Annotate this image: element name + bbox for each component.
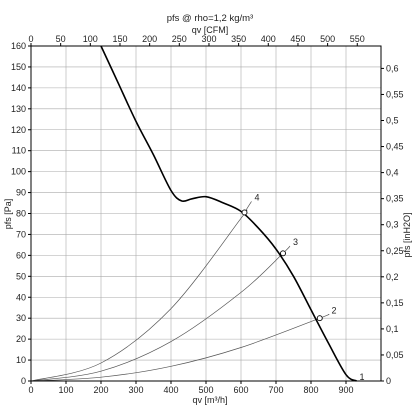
tick-label-top: 250 [172, 34, 187, 44]
tick-label-left: 0 [21, 376, 26, 386]
curve-label-4: 4 [255, 192, 260, 202]
left-axis-label: pfs [Pa] [3, 199, 13, 230]
tick-label-right: 0,35 [386, 194, 404, 204]
curve-label-1: 1 [360, 372, 365, 382]
tick-label-left: 70 [16, 229, 26, 239]
tick-label-right: 0,05 [386, 350, 404, 360]
tick-label-left: 140 [11, 83, 26, 93]
tick-label-right: 0,5 [386, 116, 399, 126]
tick-label-top: 200 [142, 34, 157, 44]
operating-points: 1 2 3 4 [241, 192, 365, 382]
tick-label-left: 60 [16, 250, 26, 260]
tick-label-right: 0,15 [386, 298, 404, 308]
tick-label-right: 0,3 [386, 220, 399, 230]
tick-label-bottom: 0 [28, 385, 33, 395]
tick-label-top: 150 [112, 34, 127, 44]
tick-label-right: 0 [386, 376, 391, 386]
operating-point-4 [241, 209, 248, 216]
tick-label-bottom: 300 [128, 385, 143, 395]
tick-label-top: 550 [350, 34, 365, 44]
tick-label-bottom: 900 [338, 385, 353, 395]
tick-label-right: 0,25 [386, 246, 404, 256]
tick-label-right: 0,55 [386, 89, 404, 99]
tick-label-top: 400 [261, 34, 276, 44]
tick-label-left: 10 [16, 355, 26, 365]
tick-label-top: 500 [320, 34, 335, 44]
tick-label-left: 110 [12, 146, 26, 156]
tick-label-top: 350 [231, 34, 246, 44]
grid-lines [31, 46, 381, 381]
tick-label-left: 100 [11, 167, 26, 177]
tick-label-left: 150 [11, 62, 26, 72]
tick-label-bottom: 400 [163, 385, 178, 395]
tick-label-left: 30 [16, 313, 26, 323]
tick-label-bottom: 700 [268, 385, 283, 395]
system-curves [30, 201, 330, 382]
tick-label-bottom: 800 [303, 385, 318, 395]
fan-curve [100, 45, 357, 382]
tick-label-left: 20 [16, 334, 26, 344]
axis-ticks: 0102030405060708090100110120130140150160… [11, 34, 404, 395]
tick-label-bottom: 100 [58, 385, 73, 395]
tick-label-right: 0,6 [386, 63, 399, 73]
right-axis-label: pfs [inH2O] [402, 212, 412, 257]
tick-label-top: 450 [290, 34, 305, 44]
operating-point-2 [316, 315, 323, 322]
tick-label-left: 90 [16, 188, 26, 198]
system-curve-3 [30, 245, 291, 382]
tick-label-bottom: 600 [233, 385, 248, 395]
tick-label-top: 300 [201, 34, 216, 44]
tick-label-left: 80 [16, 209, 26, 219]
tick-label-top: 100 [83, 34, 98, 44]
tick-label-bottom: 200 [93, 385, 108, 395]
tick-label-right: 0,4 [386, 168, 399, 178]
tick-label-top: 0 [28, 34, 33, 44]
tick-label-left: 50 [16, 271, 26, 281]
tick-label-right: 0,2 [386, 272, 399, 282]
tick-label-bottom: 500 [198, 385, 213, 395]
curve-label-2: 2 [332, 305, 337, 315]
system-curve-2 [30, 314, 330, 382]
bottom-axis-label: qv [m³/h] [192, 395, 227, 405]
tick-label-right: 0,45 [386, 142, 404, 152]
tick-label-left: 40 [16, 292, 26, 302]
tick-label-left: 120 [11, 125, 26, 135]
tick-label-right: 0,1 [386, 324, 399, 334]
operating-point-3 [280, 250, 286, 257]
chart-title: pfs @ rho=1,2 kg/m³ [167, 13, 253, 24]
tick-label-top: 50 [56, 34, 66, 44]
top-axis-label: qv [CFM] [192, 25, 229, 35]
tick-label-left: 130 [11, 104, 26, 114]
curve-label-3: 3 [293, 237, 298, 247]
tick-label-left: 160 [11, 41, 26, 51]
fan-curve-line [100, 45, 357, 382]
